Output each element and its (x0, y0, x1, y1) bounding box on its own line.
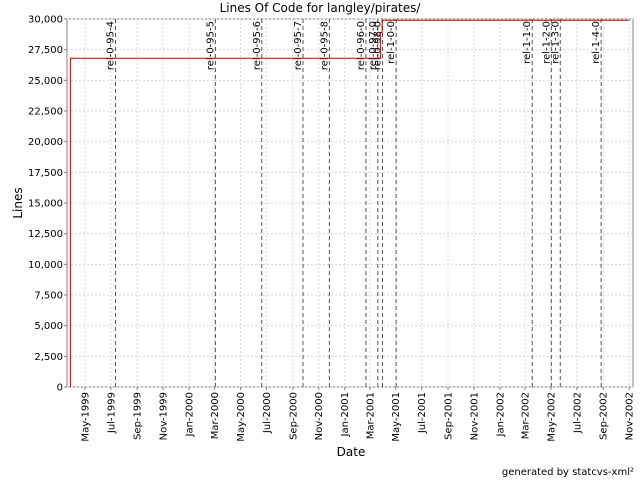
x-tick-label: Jan-2001 (340, 392, 351, 437)
y-tick-label: 5,000 (34, 321, 63, 332)
x-tick-label: Jan-2000 (185, 392, 196, 437)
y-tick-label: 22,500 (28, 107, 63, 118)
y-tick-label: 2,500 (34, 352, 63, 363)
tag-label: rel-0-97-0 (368, 21, 379, 70)
x-tick-label: Mar-2001 (365, 392, 376, 439)
x-tick-label: Nov-2001 (469, 392, 480, 440)
x-tick-label: Sep-2000 (288, 392, 299, 440)
x-tick-label: Jul-1999 (106, 392, 117, 434)
generated-by-footer: generated by statcvs-xml² (502, 467, 634, 478)
y-axis-title: Lines (11, 187, 25, 218)
x-tick-label: Sep-1999 (133, 392, 144, 440)
x-tick-label: Jul-2001 (417, 392, 428, 434)
y-tick-label: 12,500 (28, 229, 63, 240)
x-tick-label: Nov-2002 (625, 392, 636, 440)
x-tick-label: May-2002 (546, 392, 557, 442)
release-tags: rel-0-95-4 rel-0-95-5 rel-0-95-6 rel-0-95-7… (105, 19, 602, 387)
tag-label: rel-0-96-0 (356, 21, 367, 70)
tag-label: rel-0-95-7 (293, 21, 304, 70)
tag-label: rel-0-98-0 (373, 21, 384, 70)
x-tick-label: May-2001 (391, 392, 402, 442)
y-tick-label: 25,000 (28, 76, 63, 87)
y-tick-label: 20,000 (28, 137, 63, 148)
tag-label: rel-0-95-5 (205, 21, 216, 70)
x-tick-label: May-2000 (236, 392, 247, 442)
x-tick-label: Sep-2002 (599, 392, 610, 440)
x-tick-label: Nov-1999 (159, 392, 170, 440)
tag-label: rel-1-1-0 (522, 21, 533, 64)
tag-label: rel-1-3-0 (550, 21, 561, 64)
x-tick-label: Mar-2000 (210, 392, 221, 439)
x-tick-label: Sep-2001 (444, 392, 455, 440)
series-layer (69, 19, 630, 387)
tag-label: rel-1-4-0 (591, 21, 602, 64)
y-tick-label: 10,000 (28, 260, 63, 271)
y-tick-label: 7,500 (34, 291, 63, 302)
chart-title: Lines Of Code for langley/pirates/ (220, 1, 422, 15)
y-axis: 0 2,500 5,000 7,500 10,000 12,500 15,000 17,500… (28, 15, 67, 394)
tag-label: rel-1-2-0 (541, 21, 552, 64)
tag-label: rel-0-95-8 (319, 21, 330, 70)
x-tick-label: May-1999 (80, 392, 91, 442)
x-tick-label: Nov-2000 (314, 392, 325, 440)
tag-label: rel-1-0-0 (386, 21, 397, 64)
y-tick-label: 17,500 (28, 168, 63, 179)
y-tick-label: 30,000 (28, 15, 63, 26)
x-tick-label: Jul-2000 (262, 392, 273, 434)
x-tick-label: Jul-2002 (572, 392, 583, 434)
x-axis: May-1999 Jul-1999 Sep-1999 Nov-1999 Jan-2000… (80, 387, 636, 442)
y-tick-label: 27,500 (28, 45, 63, 56)
tag-label: rel-0-95-4 (105, 21, 116, 70)
y-tick-label: 15,000 (28, 199, 63, 210)
tag-label: rel-0-95-6 (252, 21, 263, 70)
y-tick-label: 0 (57, 383, 63, 394)
plot-area (66, 18, 634, 388)
loc-series-line (69, 19, 630, 387)
x-tick-label: Jan-2002 (495, 392, 506, 437)
x-axis-title: Date (337, 445, 366, 459)
x-tick-label: Mar-2002 (520, 392, 531, 439)
